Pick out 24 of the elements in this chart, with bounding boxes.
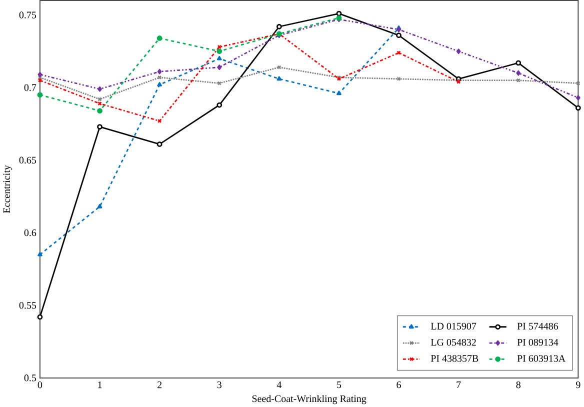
x-tick-label: 3 (217, 381, 222, 388)
y-tick-label: 0.7 (24, 84, 36, 91)
x-tick-label: 5 (337, 381, 342, 388)
legend-label: LD 015907 (430, 322, 476, 330)
x-tick-label: 7 (456, 381, 461, 388)
x-tick-label: 2 (158, 381, 162, 388)
x-tick-label: 4 (276, 381, 282, 388)
x-tick-label: 0 (38, 381, 42, 388)
x-tick-label: 1 (98, 381, 102, 388)
x-tick-label: 9 (576, 381, 580, 388)
x-axis-title: Seed-Coat-Wrinkling Rating (252, 394, 366, 404)
legend-label: PI 574486 (517, 322, 558, 330)
y-tick-label: 0.75 (19, 11, 36, 18)
x-tick-label: 8 (516, 381, 520, 388)
y-tick-label: 0.6 (24, 229, 36, 236)
y-tick-label: 0.5 (24, 374, 36, 382)
y-tick-label: 0.65 (19, 156, 36, 164)
y-axis-title: Eccentricity (3, 164, 12, 213)
legend-label: PI 089134 (517, 338, 558, 346)
legend-label: PI 603913A (517, 354, 566, 362)
legend-label: LG 054832 (430, 338, 476, 346)
x-tick-label: 6 (396, 381, 401, 388)
legend-label: PI 438357B (430, 354, 478, 362)
y-tick-label: 0.55 (19, 302, 36, 309)
